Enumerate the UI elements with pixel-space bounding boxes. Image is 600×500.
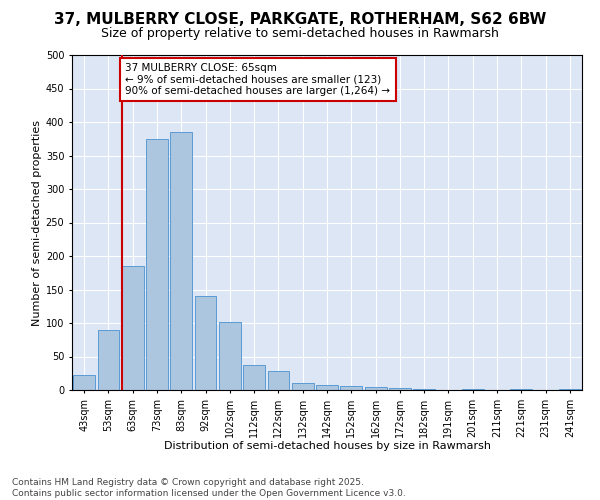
Bar — [268, 371, 289, 390]
Text: Contains HM Land Registry data © Crown copyright and database right 2025.
Contai: Contains HM Land Registry data © Crown c… — [12, 478, 406, 498]
Bar — [219, 322, 241, 390]
Bar — [146, 138, 168, 390]
Text: Size of property relative to semi-detached houses in Rawmarsh: Size of property relative to semi-detach… — [101, 28, 499, 40]
Y-axis label: Number of semi-detached properties: Number of semi-detached properties — [32, 120, 41, 326]
Bar — [97, 330, 119, 390]
Bar — [170, 132, 192, 390]
Bar — [316, 384, 338, 390]
Bar — [73, 376, 95, 390]
Bar — [340, 386, 362, 390]
Bar — [462, 388, 484, 390]
Bar — [243, 364, 265, 390]
Bar — [122, 266, 143, 390]
Text: 37 MULBERRY CLOSE: 65sqm
← 9% of semi-detached houses are smaller (123)
90% of s: 37 MULBERRY CLOSE: 65sqm ← 9% of semi-de… — [125, 63, 391, 96]
Bar — [194, 296, 217, 390]
Text: 37, MULBERRY CLOSE, PARKGATE, ROTHERHAM, S62 6BW: 37, MULBERRY CLOSE, PARKGATE, ROTHERHAM,… — [54, 12, 546, 28]
Bar — [389, 388, 411, 390]
X-axis label: Distribution of semi-detached houses by size in Rawmarsh: Distribution of semi-detached houses by … — [163, 441, 491, 451]
Bar — [292, 382, 314, 390]
Bar — [365, 388, 386, 390]
